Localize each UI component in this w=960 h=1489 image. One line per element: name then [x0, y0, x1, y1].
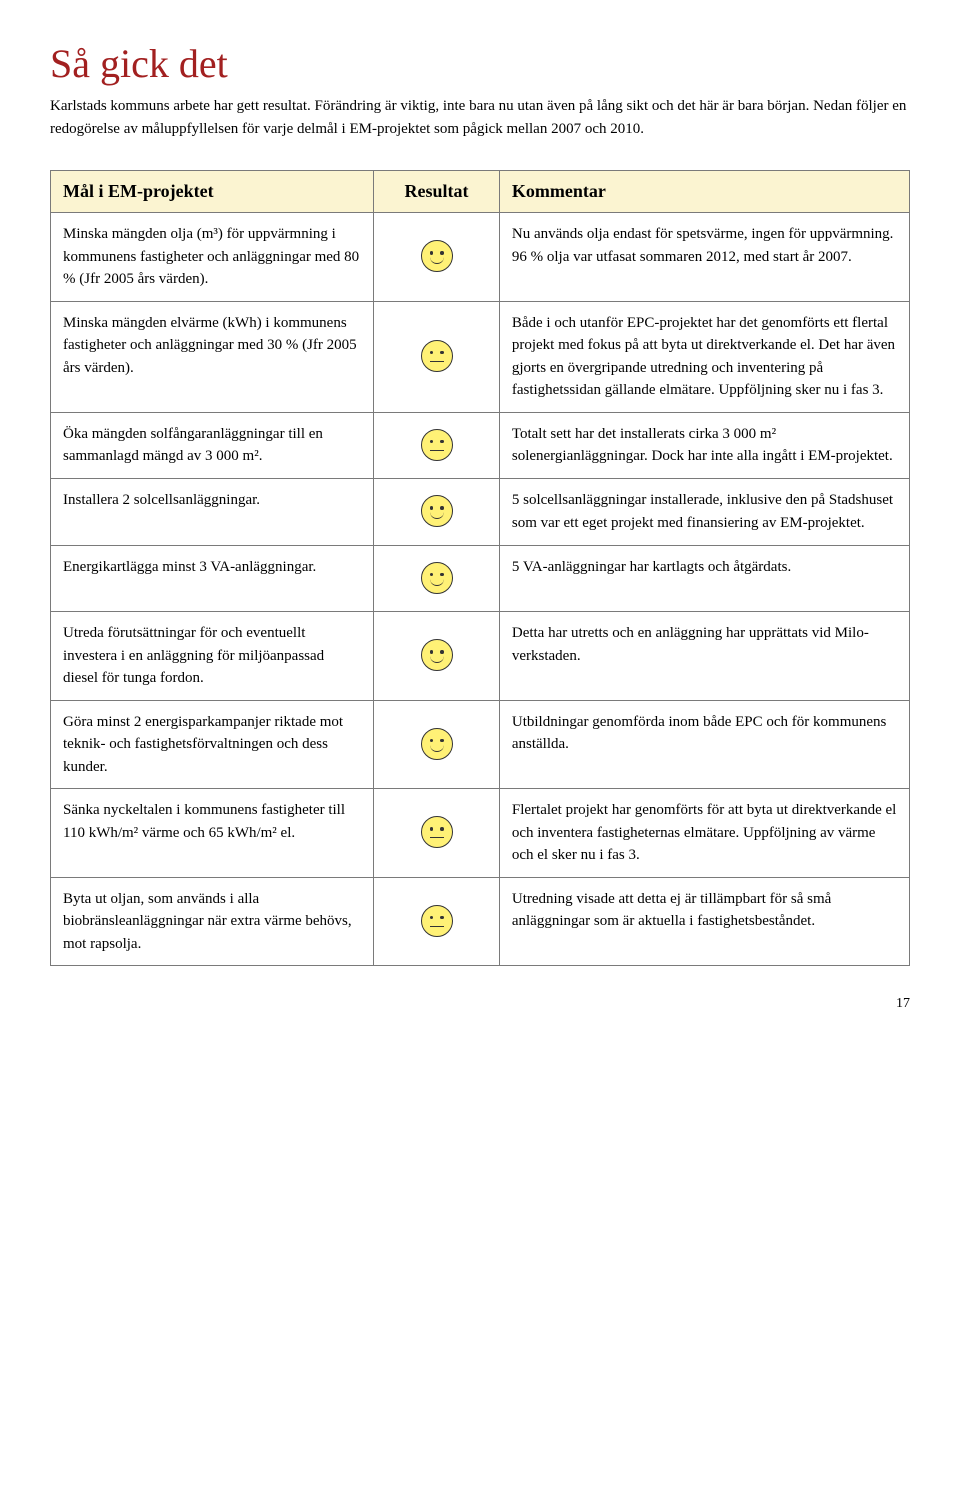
- smiley-happy-icon: [421, 639, 453, 671]
- result-cell: [374, 545, 500, 612]
- smiley-happy-icon: [421, 562, 453, 594]
- goal-cell: Göra minst 2 energisparkampanjer riktade…: [51, 700, 374, 789]
- comment-cell: Utbildningar genomförda inom både EPC oc…: [499, 700, 909, 789]
- goal-cell: Byta ut oljan, som används i alla biobrä…: [51, 877, 374, 966]
- column-header: Kommentar: [499, 171, 909, 213]
- goal-cell: Energikartlägga minst 3 VA-anläggningar.: [51, 545, 374, 612]
- result-cell: [374, 612, 500, 701]
- page-title: Så gick det: [50, 40, 910, 87]
- result-cell: [374, 301, 500, 412]
- comment-cell: Totalt sett har det installerats cirka 3…: [499, 412, 909, 479]
- table-row: Utreda förutsättningar för och eventuell…: [51, 612, 910, 701]
- goal-cell: Öka mängden solfångaranläggningar till e…: [51, 412, 374, 479]
- goal-cell: Minska mängden elvärme (kWh) i kommunens…: [51, 301, 374, 412]
- table-row: Minska mängden olja (m³) för uppvärmning…: [51, 213, 910, 302]
- comment-cell: Både i och utanför EPC-projektet har det…: [499, 301, 909, 412]
- table-row: Öka mängden solfångaranläggningar till e…: [51, 412, 910, 479]
- goal-cell: Sänka nyckeltalen i kommunens fastighete…: [51, 789, 374, 878]
- table-header-row: Mål i EM-projektetResultatKommentar: [51, 171, 910, 213]
- column-header: Mål i EM-projektet: [51, 171, 374, 213]
- result-cell: [374, 213, 500, 302]
- goal-cell: Minska mängden olja (m³) för uppvärmning…: [51, 213, 374, 302]
- comment-cell: Detta har utretts och en anläggning har …: [499, 612, 909, 701]
- smiley-neutral-icon: [421, 816, 453, 848]
- result-cell: [374, 479, 500, 546]
- table-row: Byta ut oljan, som används i alla biobrä…: [51, 877, 910, 966]
- result-cell: [374, 789, 500, 878]
- intro-text: Karlstads kommuns arbete har gett result…: [50, 95, 910, 140]
- comment-cell: 5 VA-anläggningar har kartlagts och åtgä…: [499, 545, 909, 612]
- goal-cell: Utreda förutsättningar för och eventuell…: [51, 612, 374, 701]
- smiley-neutral-icon: [421, 905, 453, 937]
- smiley-happy-icon: [421, 495, 453, 527]
- smiley-neutral-icon: [421, 429, 453, 461]
- smiley-happy-icon: [421, 240, 453, 272]
- result-cell: [374, 412, 500, 479]
- comment-cell: 5 solcellsanläggningar installerade, ink…: [499, 479, 909, 546]
- table-row: Minska mängden elvärme (kWh) i kommunens…: [51, 301, 910, 412]
- results-table: Mål i EM-projektetResultatKommentar Mins…: [50, 170, 910, 966]
- table-row: Sänka nyckeltalen i kommunens fastighete…: [51, 789, 910, 878]
- table-row: Installera 2 solcellsanläggningar. 5 solc…: [51, 479, 910, 546]
- table-row: Göra minst 2 energisparkampanjer riktade…: [51, 700, 910, 789]
- column-header: Resultat: [374, 171, 500, 213]
- comment-cell: Nu används olja endast för spetsvärme, i…: [499, 213, 909, 302]
- result-cell: [374, 700, 500, 789]
- result-cell: [374, 877, 500, 966]
- smiley-neutral-icon: [421, 340, 453, 372]
- smiley-happy-icon: [421, 728, 453, 760]
- comment-cell: Utredning visade att detta ej är tillämp…: [499, 877, 909, 966]
- goal-cell: Installera 2 solcellsanläggningar.: [51, 479, 374, 546]
- comment-cell: Flertalet projekt har genomförts för att…: [499, 789, 909, 878]
- page-number: 17: [50, 996, 910, 1012]
- table-row: Energikartlägga minst 3 VA-anläggningar.…: [51, 545, 910, 612]
